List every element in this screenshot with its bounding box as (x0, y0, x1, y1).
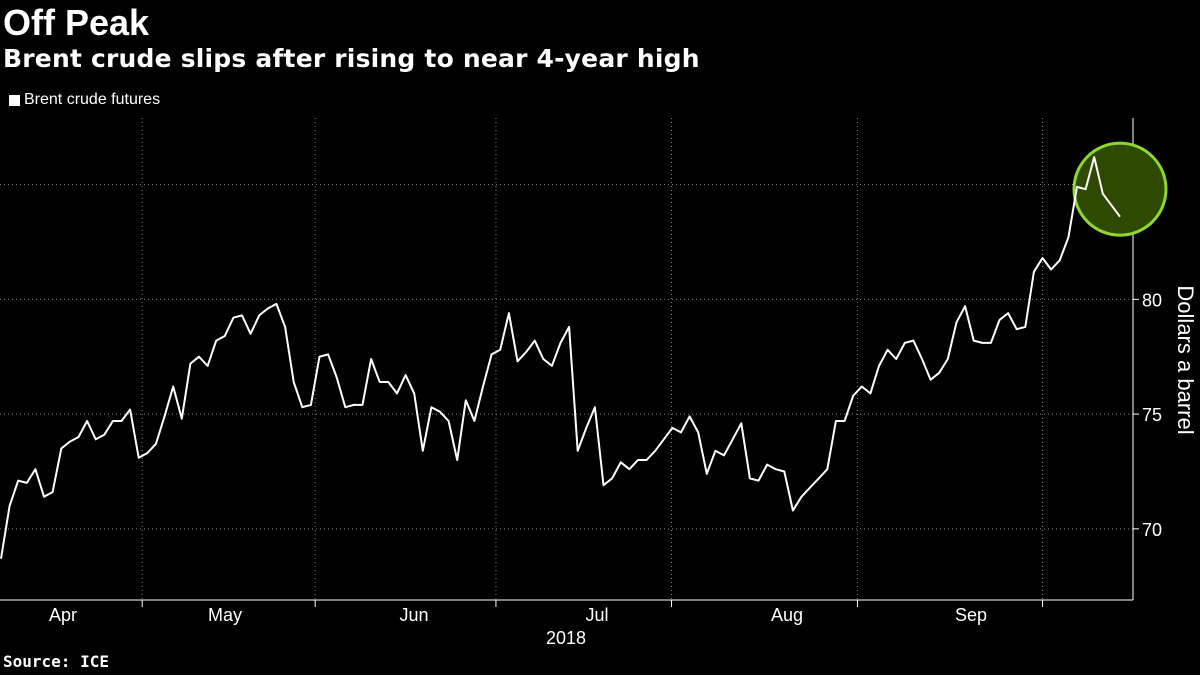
y-tick-label: 80 (1142, 290, 1162, 310)
x-tick-label: Jun (399, 605, 428, 625)
chart-title: Off Peak (3, 2, 150, 43)
series-line-brent (0, 156, 1121, 559)
source-note: Source: ICE (3, 652, 109, 671)
x-tick-label: May (208, 605, 242, 625)
chart-subtitle: Brent crude slips after rising to near 4… (3, 44, 700, 73)
legend-swatch (9, 94, 20, 106)
x-axis-label: 2018 (546, 628, 586, 648)
y-tick-label: 70 (1142, 520, 1162, 540)
x-tick-label: Jul (585, 605, 608, 625)
legend-label: Brent crude futures (24, 91, 161, 108)
legend: Brent crude futures (9, 91, 160, 109)
y-tick-label: 75 (1142, 405, 1162, 425)
x-tick-label: Apr (49, 605, 77, 625)
highlight-circle (1072, 141, 1168, 237)
x-tick-label: Aug (771, 605, 803, 625)
y-axis-label: Dollars a barrel (1173, 285, 1198, 434)
x-tick-label: Sep (955, 605, 987, 625)
